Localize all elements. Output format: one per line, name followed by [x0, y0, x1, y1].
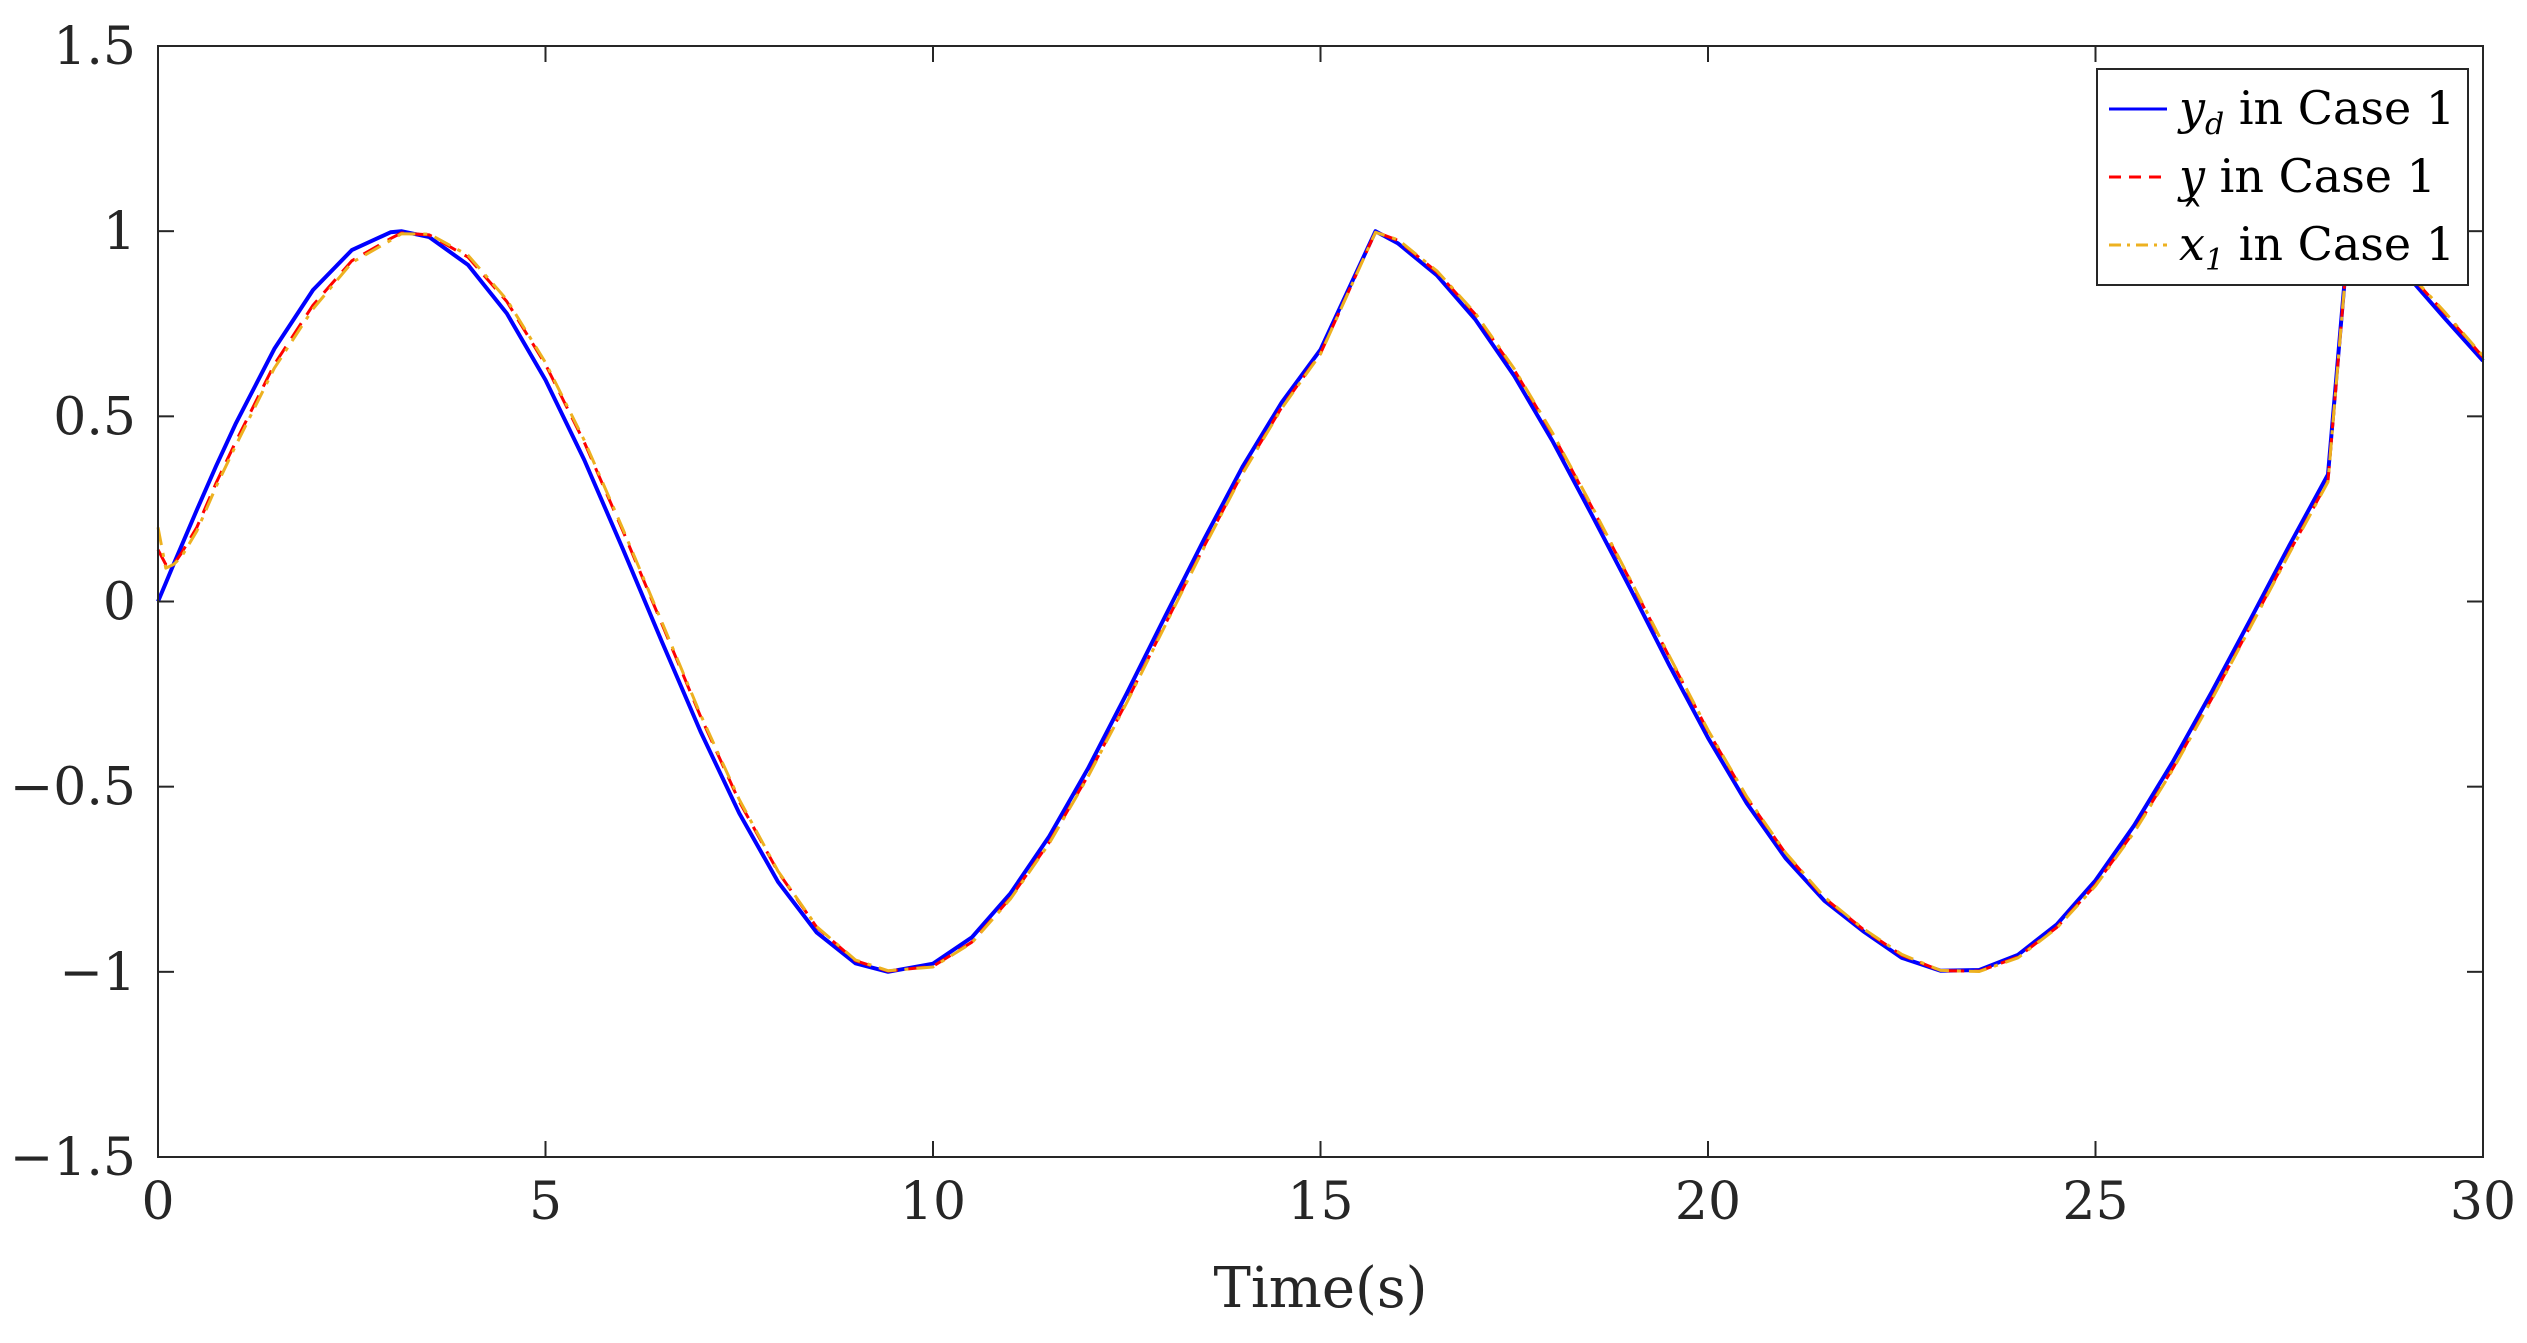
- y-tick-label: −1.5: [10, 1128, 136, 1188]
- legend-name: in Case 1: [2224, 217, 2455, 271]
- legend-subscript: d: [2205, 107, 2224, 142]
- legend: yd in Case 1y in Case 1x1 in Case 1ˆ: [2096, 68, 2469, 286]
- x-tick-label: 5: [529, 1172, 562, 1232]
- y-tick-label: 1.5: [53, 17, 136, 77]
- x-tick-label: 10: [900, 1172, 966, 1232]
- y-tick-label: −0.5: [10, 758, 136, 818]
- y-tick-label: 1: [103, 202, 136, 262]
- legend-symbol: y: [2177, 149, 2206, 203]
- x-axis-title: Time(s): [1214, 1256, 1428, 1321]
- y-tick-label: 0: [103, 573, 136, 633]
- series-line-1: [156, 229, 2485, 974]
- ticks-layer: 0 5 10 15 20 25 30 −1.5 −1 −0.5 0 0.5 1 1.5: [10, 17, 2516, 1232]
- legend-entry-label: y in Case 1: [2177, 149, 2436, 203]
- legend-name: in Case 1: [2224, 81, 2455, 135]
- x-tick-label: 0: [141, 1172, 174, 1232]
- legend-name: in Case 1: [2205, 149, 2436, 203]
- y-tick-label: −1: [59, 943, 136, 1003]
- legend-subscript: 1: [2205, 243, 2224, 278]
- y-tick-label: 0.5: [53, 387, 136, 447]
- x-tick-label: 25: [2062, 1172, 2128, 1232]
- legend-symbol: y: [2177, 81, 2206, 135]
- x-tick-label: 30: [2450, 1172, 2516, 1232]
- series-line-3: [156, 230, 2485, 973]
- x-tick-label: 15: [1287, 1172, 1353, 1232]
- legend-symbol: x: [2179, 217, 2205, 271]
- x-tick-label: 20: [1675, 1172, 1741, 1232]
- legend-entry-label: x1 in Case 1: [2179, 217, 2455, 278]
- legend-entry-label: yd in Case 1: [2177, 81, 2455, 142]
- series-layer: [156, 229, 2485, 974]
- legend-hat-accent: ˆ: [2181, 192, 2204, 246]
